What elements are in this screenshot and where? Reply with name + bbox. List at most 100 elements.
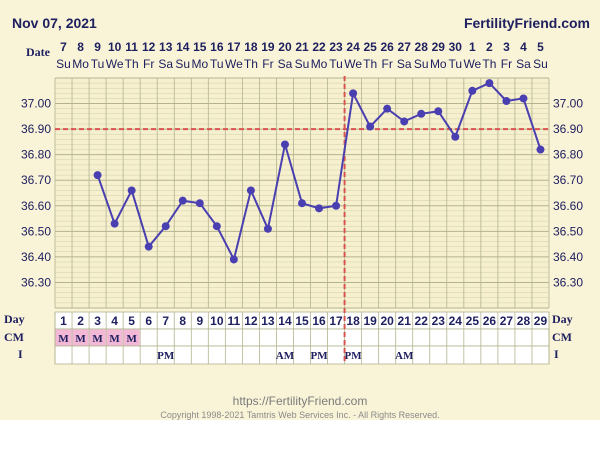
- weekday-label: Th: [363, 57, 377, 71]
- weekday-label: Sa: [397, 57, 412, 71]
- cycle-day-label: 5: [128, 314, 135, 328]
- date-label: 24: [346, 40, 360, 54]
- intercourse-mark: PM: [310, 350, 328, 362]
- cycle-day-label: 4: [111, 314, 118, 328]
- cycle-day-label: 27: [500, 314, 514, 328]
- temperature-point: [383, 104, 392, 113]
- menses-cell: [89, 329, 106, 346]
- cycle-day-label: 17: [329, 314, 343, 328]
- temperature-point: [110, 219, 119, 228]
- y-tick-label: 37.00: [21, 97, 51, 111]
- cycle-day-label: 18: [346, 314, 360, 328]
- date-label: 20: [278, 40, 292, 54]
- day-row-label: Day: [4, 312, 25, 326]
- weekday-label: Mo: [191, 57, 208, 71]
- cycle-day-label: 23: [432, 314, 446, 328]
- intercourse-mark: AM: [276, 350, 295, 362]
- temperature-point: [246, 186, 255, 195]
- date-label: 21: [295, 40, 309, 54]
- cycle-day-label: 10: [210, 314, 224, 328]
- date-label: 2: [486, 40, 493, 54]
- y-tick-label: 36.90: [21, 122, 51, 136]
- date-label: 30: [449, 40, 463, 54]
- footer-url[interactable]: https://FertilityFriend.com: [233, 394, 368, 408]
- intercourse-mark: AM: [395, 350, 414, 362]
- temperature-point: [502, 97, 511, 105]
- temperature-point: [127, 186, 136, 195]
- menses-cell: [123, 329, 140, 346]
- date-label: 23: [329, 40, 343, 54]
- cycle-day-label: 13: [261, 314, 275, 328]
- weekday-label: Fr: [382, 57, 393, 71]
- weekday-label: Mo: [311, 57, 328, 71]
- cycle-day-label: 7: [162, 314, 169, 328]
- weekday-label: Tu: [91, 57, 105, 71]
- y-tick-label: 36.70: [21, 173, 51, 187]
- cm-row-label-right: CM: [552, 330, 572, 344]
- intercourse-mark: PM: [345, 350, 363, 362]
- weekday-label: Th: [244, 57, 258, 71]
- temperature-point: [400, 117, 409, 126]
- temperature-point: [144, 242, 153, 251]
- date-label: 29: [432, 40, 446, 54]
- y-tick-label-right: 36.90: [553, 122, 583, 136]
- date-label: 25: [363, 40, 377, 54]
- date-label: 17: [227, 40, 241, 54]
- temperature-point: [417, 109, 426, 118]
- site-name: FertilityFriend.com: [464, 15, 590, 31]
- cycle-day-label: 2: [77, 314, 84, 328]
- date-label: 9: [94, 40, 101, 54]
- temperature-point: [161, 222, 170, 231]
- temperature-point: [468, 86, 477, 95]
- weekday-label: Su: [414, 57, 429, 71]
- weekday-label: Sa: [516, 57, 531, 71]
- y-tick-label: 36.80: [21, 148, 51, 162]
- chart-date: Nov 07, 2021: [12, 15, 97, 31]
- y-tick-label-right: 36.40: [553, 250, 583, 264]
- date-label: 13: [159, 40, 173, 54]
- weekday-label: We: [463, 57, 481, 71]
- weekday-label: Su: [533, 57, 548, 71]
- i-row-label-right: I: [554, 347, 559, 361]
- temperature-point: [229, 255, 238, 264]
- fertility-chart: Nov 07, 2021 FertilityFriend.com Date Da…: [0, 0, 600, 420]
- cycle-day-label: 21: [398, 314, 412, 328]
- weekday-label: We: [344, 57, 362, 71]
- menses-cell: [55, 329, 72, 346]
- i-row-label: I: [18, 347, 23, 361]
- intercourse-row: [54, 345, 550, 365]
- cycle-day-label: 14: [278, 314, 292, 328]
- date-label: 27: [398, 40, 412, 54]
- date-label: 16: [210, 40, 224, 54]
- temperature-point: [315, 204, 324, 213]
- menses-cell: [106, 329, 123, 346]
- weekday-label: Su: [295, 57, 310, 71]
- temperature-point: [332, 201, 341, 210]
- cycle-day-label: 6: [145, 314, 152, 328]
- date-label: 15: [193, 40, 207, 54]
- weekday-label: Tu: [329, 57, 343, 71]
- weekday-label: Su: [175, 57, 190, 71]
- temperature-point: [212, 222, 221, 231]
- temperature-point: [280, 140, 289, 149]
- y-tick-label-right: 36.30: [553, 275, 583, 289]
- y-tick-label-right: 36.50: [553, 224, 583, 238]
- temperature-point: [536, 145, 545, 154]
- date-label: 1: [469, 40, 476, 54]
- weekday-label: We: [225, 57, 243, 71]
- temperature-point: [519, 94, 528, 103]
- date-label: 28: [415, 40, 429, 54]
- weekday-label: Su: [56, 57, 71, 71]
- weekday-label: Mo: [430, 57, 447, 71]
- cycle-day-label: 26: [483, 314, 497, 328]
- date-label: 7: [60, 40, 67, 54]
- weekday-label: Th: [482, 57, 496, 71]
- weekday-label: Fr: [143, 57, 154, 71]
- temperature-point: [485, 79, 494, 88]
- temperature-point: [178, 196, 187, 205]
- cycle-day-label: 25: [466, 314, 480, 328]
- temperature-point: [451, 132, 460, 141]
- date-row-label: Date: [26, 45, 51, 59]
- cm-mark: M: [75, 333, 86, 345]
- cycle-day-label: 24: [449, 314, 463, 328]
